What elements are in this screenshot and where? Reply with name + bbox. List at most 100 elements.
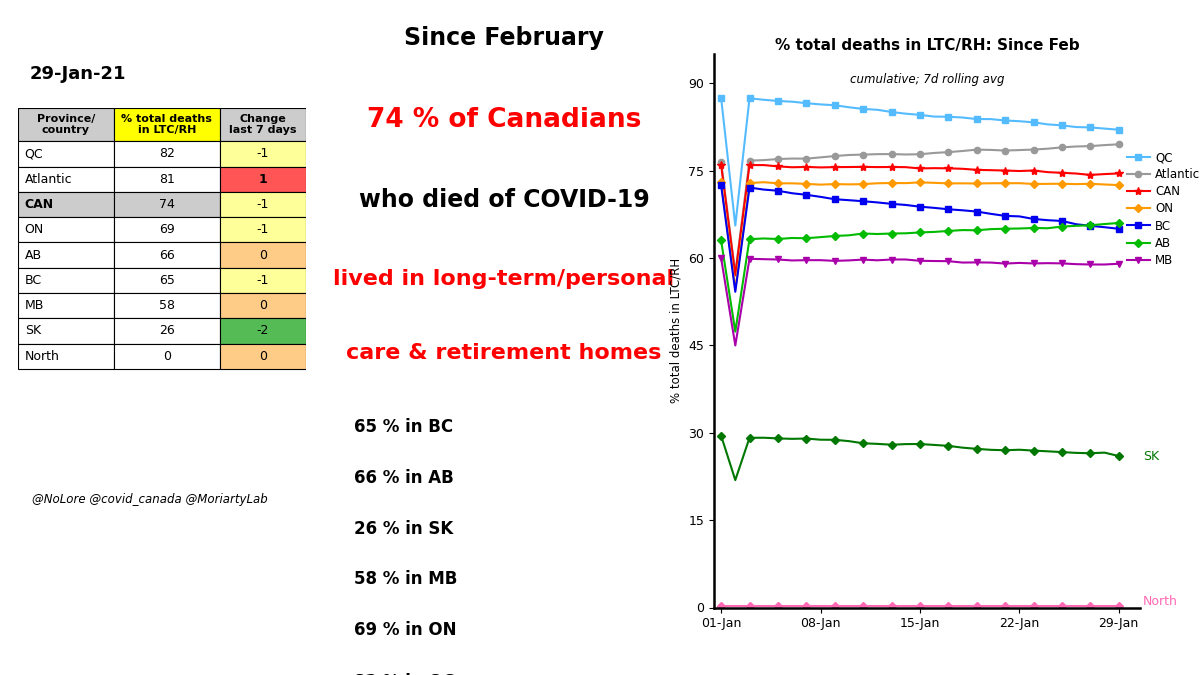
MB	[970, 259, 984, 267]
QC	[1097, 124, 1111, 132]
Text: 69 % in ON: 69 % in ON	[354, 622, 456, 639]
BC	[814, 193, 828, 201]
QC	[955, 113, 970, 122]
Bar	[18, 141, 114, 167]
BC	[785, 189, 799, 197]
Text: who died of COVID-19: who died of COVID-19	[359, 188, 649, 212]
SK	[899, 440, 913, 448]
BC	[970, 207, 984, 215]
Text: -1: -1	[257, 147, 269, 161]
Text: 69: 69	[158, 223, 175, 236]
North	[1111, 602, 1126, 610]
North	[828, 602, 842, 610]
Atlantic	[728, 269, 743, 277]
North	[1012, 602, 1026, 610]
QC	[1012, 117, 1026, 126]
AB	[799, 234, 814, 242]
North	[1040, 602, 1055, 610]
AB	[884, 230, 899, 238]
MB	[770, 255, 785, 263]
Atlantic	[785, 155, 799, 163]
North	[770, 602, 785, 610]
Bar	[18, 242, 114, 268]
AB	[926, 228, 941, 236]
ON	[1111, 181, 1126, 189]
ON	[1040, 180, 1055, 188]
ON	[941, 180, 955, 188]
CAN	[743, 161, 757, 169]
QC	[1111, 126, 1126, 134]
AB	[1055, 223, 1069, 231]
Atlantic	[814, 153, 828, 161]
North	[841, 602, 856, 610]
CAN	[814, 163, 828, 171]
BC	[770, 187, 785, 195]
Atlantic	[941, 148, 955, 156]
CAN	[870, 163, 884, 171]
SK	[1055, 448, 1069, 456]
CAN	[856, 163, 870, 171]
AB	[870, 230, 884, 238]
AB	[1026, 224, 1040, 232]
MB	[913, 256, 928, 265]
Bar	[114, 108, 220, 141]
QC	[756, 96, 770, 104]
SK	[770, 434, 785, 442]
Bar	[114, 268, 220, 293]
Atlantic	[1084, 142, 1098, 150]
MB	[714, 254, 728, 262]
AB	[1040, 224, 1055, 232]
North	[926, 602, 941, 610]
ON	[1026, 180, 1040, 188]
BC	[913, 202, 928, 211]
Bar	[18, 293, 114, 318]
Text: 58 % in MB: 58 % in MB	[354, 570, 457, 589]
QC	[1055, 122, 1069, 130]
Line: Atlantic: Atlantic	[718, 141, 1122, 276]
QC	[828, 101, 842, 109]
North	[785, 602, 799, 610]
Bar	[18, 192, 114, 217]
BC	[1097, 223, 1111, 232]
CAN	[841, 163, 856, 171]
Atlantic	[856, 151, 870, 159]
Line: MB: MB	[718, 254, 1122, 348]
CAN	[1040, 168, 1055, 176]
Text: care & retirement homes: care & retirement homes	[347, 343, 661, 363]
SK	[884, 441, 899, 449]
CAN	[970, 166, 984, 174]
Text: Change
last 7 days: Change last 7 days	[229, 114, 296, 136]
MB	[984, 259, 998, 267]
Bar	[114, 167, 220, 192]
CAN	[1055, 169, 1069, 177]
ON	[870, 180, 884, 188]
Legend: QC, Atlantic, CAN, ON, BC, AB, MB: QC, Atlantic, CAN, ON, BC, AB, MB	[1127, 151, 1200, 267]
Text: 1: 1	[258, 173, 268, 186]
CAN	[1012, 167, 1026, 175]
North	[1084, 602, 1098, 610]
QC	[899, 109, 913, 117]
Atlantic	[1026, 146, 1040, 154]
SK	[1026, 447, 1040, 455]
Text: MB: MB	[25, 299, 44, 312]
ON	[998, 179, 1013, 187]
Bar	[114, 318, 220, 344]
Atlantic	[955, 147, 970, 155]
ON	[970, 180, 984, 188]
ON	[756, 178, 770, 186]
CAN	[1084, 171, 1098, 179]
Bar	[114, 141, 220, 167]
North	[1026, 602, 1040, 610]
QC	[714, 94, 728, 102]
BC	[884, 200, 899, 208]
Text: @NoLore @covid_canada @MoriartyLab: @NoLore @covid_canada @MoriartyLab	[32, 493, 268, 506]
SK	[1040, 448, 1055, 456]
MB	[814, 256, 828, 264]
AB	[728, 327, 743, 335]
North	[856, 602, 870, 610]
ON	[1069, 180, 1084, 188]
BC	[984, 210, 998, 218]
BC	[955, 207, 970, 215]
Bar	[220, 344, 306, 369]
MB	[941, 257, 955, 265]
